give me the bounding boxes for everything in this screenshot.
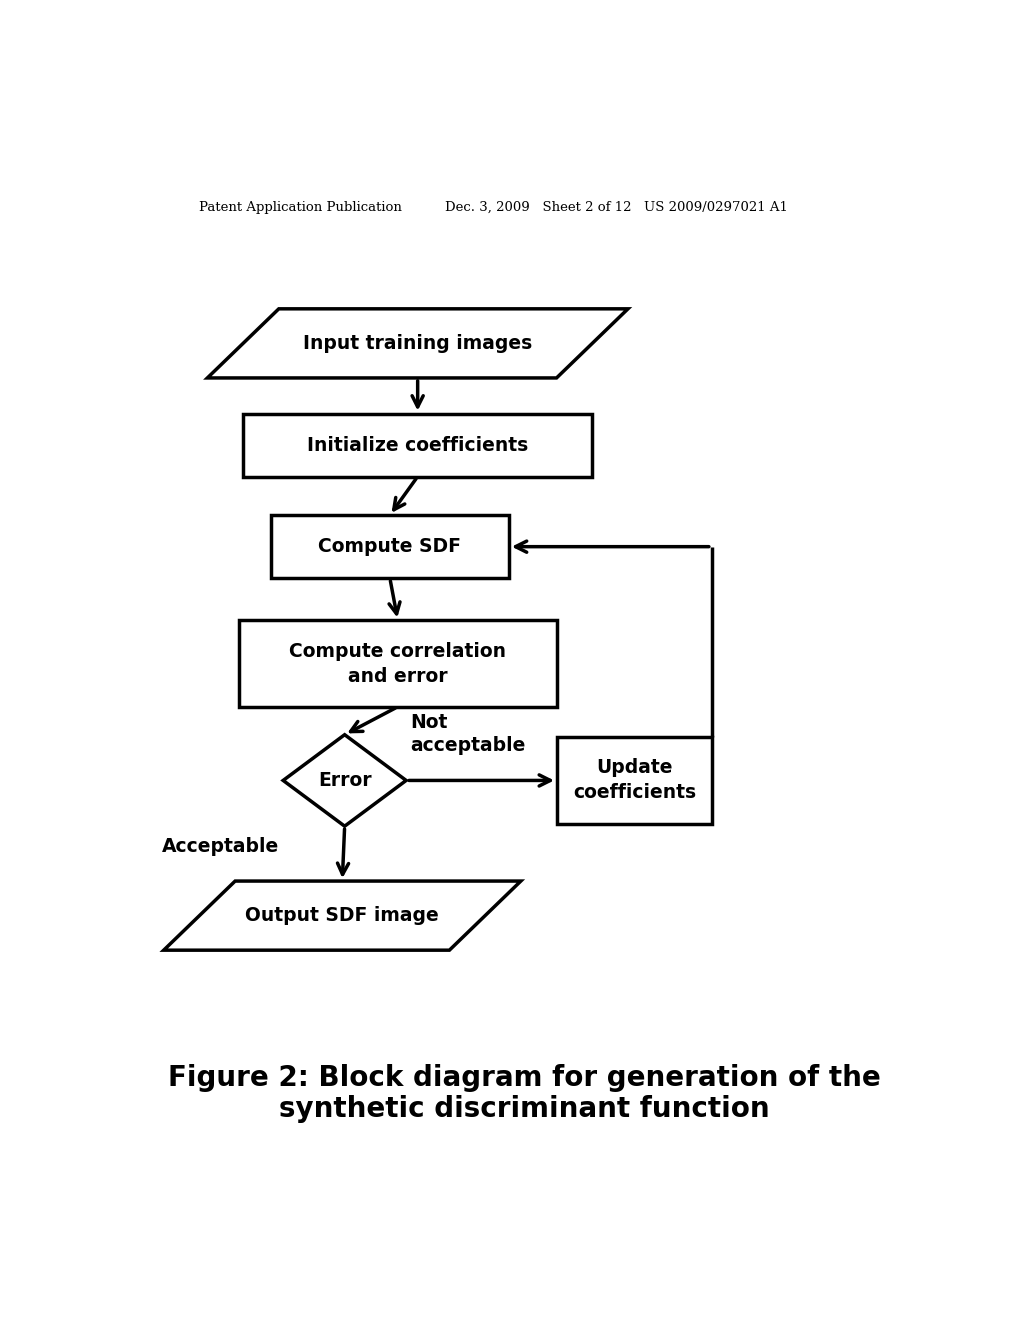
Text: synthetic discriminant function: synthetic discriminant function [280,1094,770,1123]
Text: Output SDF image: Output SDF image [246,906,439,925]
Text: Compute SDF: Compute SDF [318,537,462,556]
Text: Dec. 3, 2009   Sheet 2 of 12: Dec. 3, 2009 Sheet 2 of 12 [445,201,632,214]
Text: Compute correlation
and error: Compute correlation and error [290,642,506,685]
Text: Update
coefficients: Update coefficients [572,759,696,803]
Bar [243,413,592,477]
Text: Figure 2: Block diagram for generation of the: Figure 2: Block diagram for generation o… [168,1064,882,1092]
Text: Input training images: Input training images [303,334,532,352]
Polygon shape [284,735,407,826]
Text: Initialize coefficients: Initialize coefficients [307,436,528,454]
Text: Patent Application Publication: Patent Application Publication [200,201,402,214]
Bar [240,620,557,706]
Bar [557,738,712,824]
Polygon shape [164,880,521,950]
Polygon shape [207,309,628,378]
Text: US 2009/0297021 A1: US 2009/0297021 A1 [644,201,787,214]
Text: Error: Error [317,771,372,789]
Text: Acceptable: Acceptable [162,837,280,855]
Bar [270,515,509,578]
Text: Not
acceptable: Not acceptable [411,713,525,755]
